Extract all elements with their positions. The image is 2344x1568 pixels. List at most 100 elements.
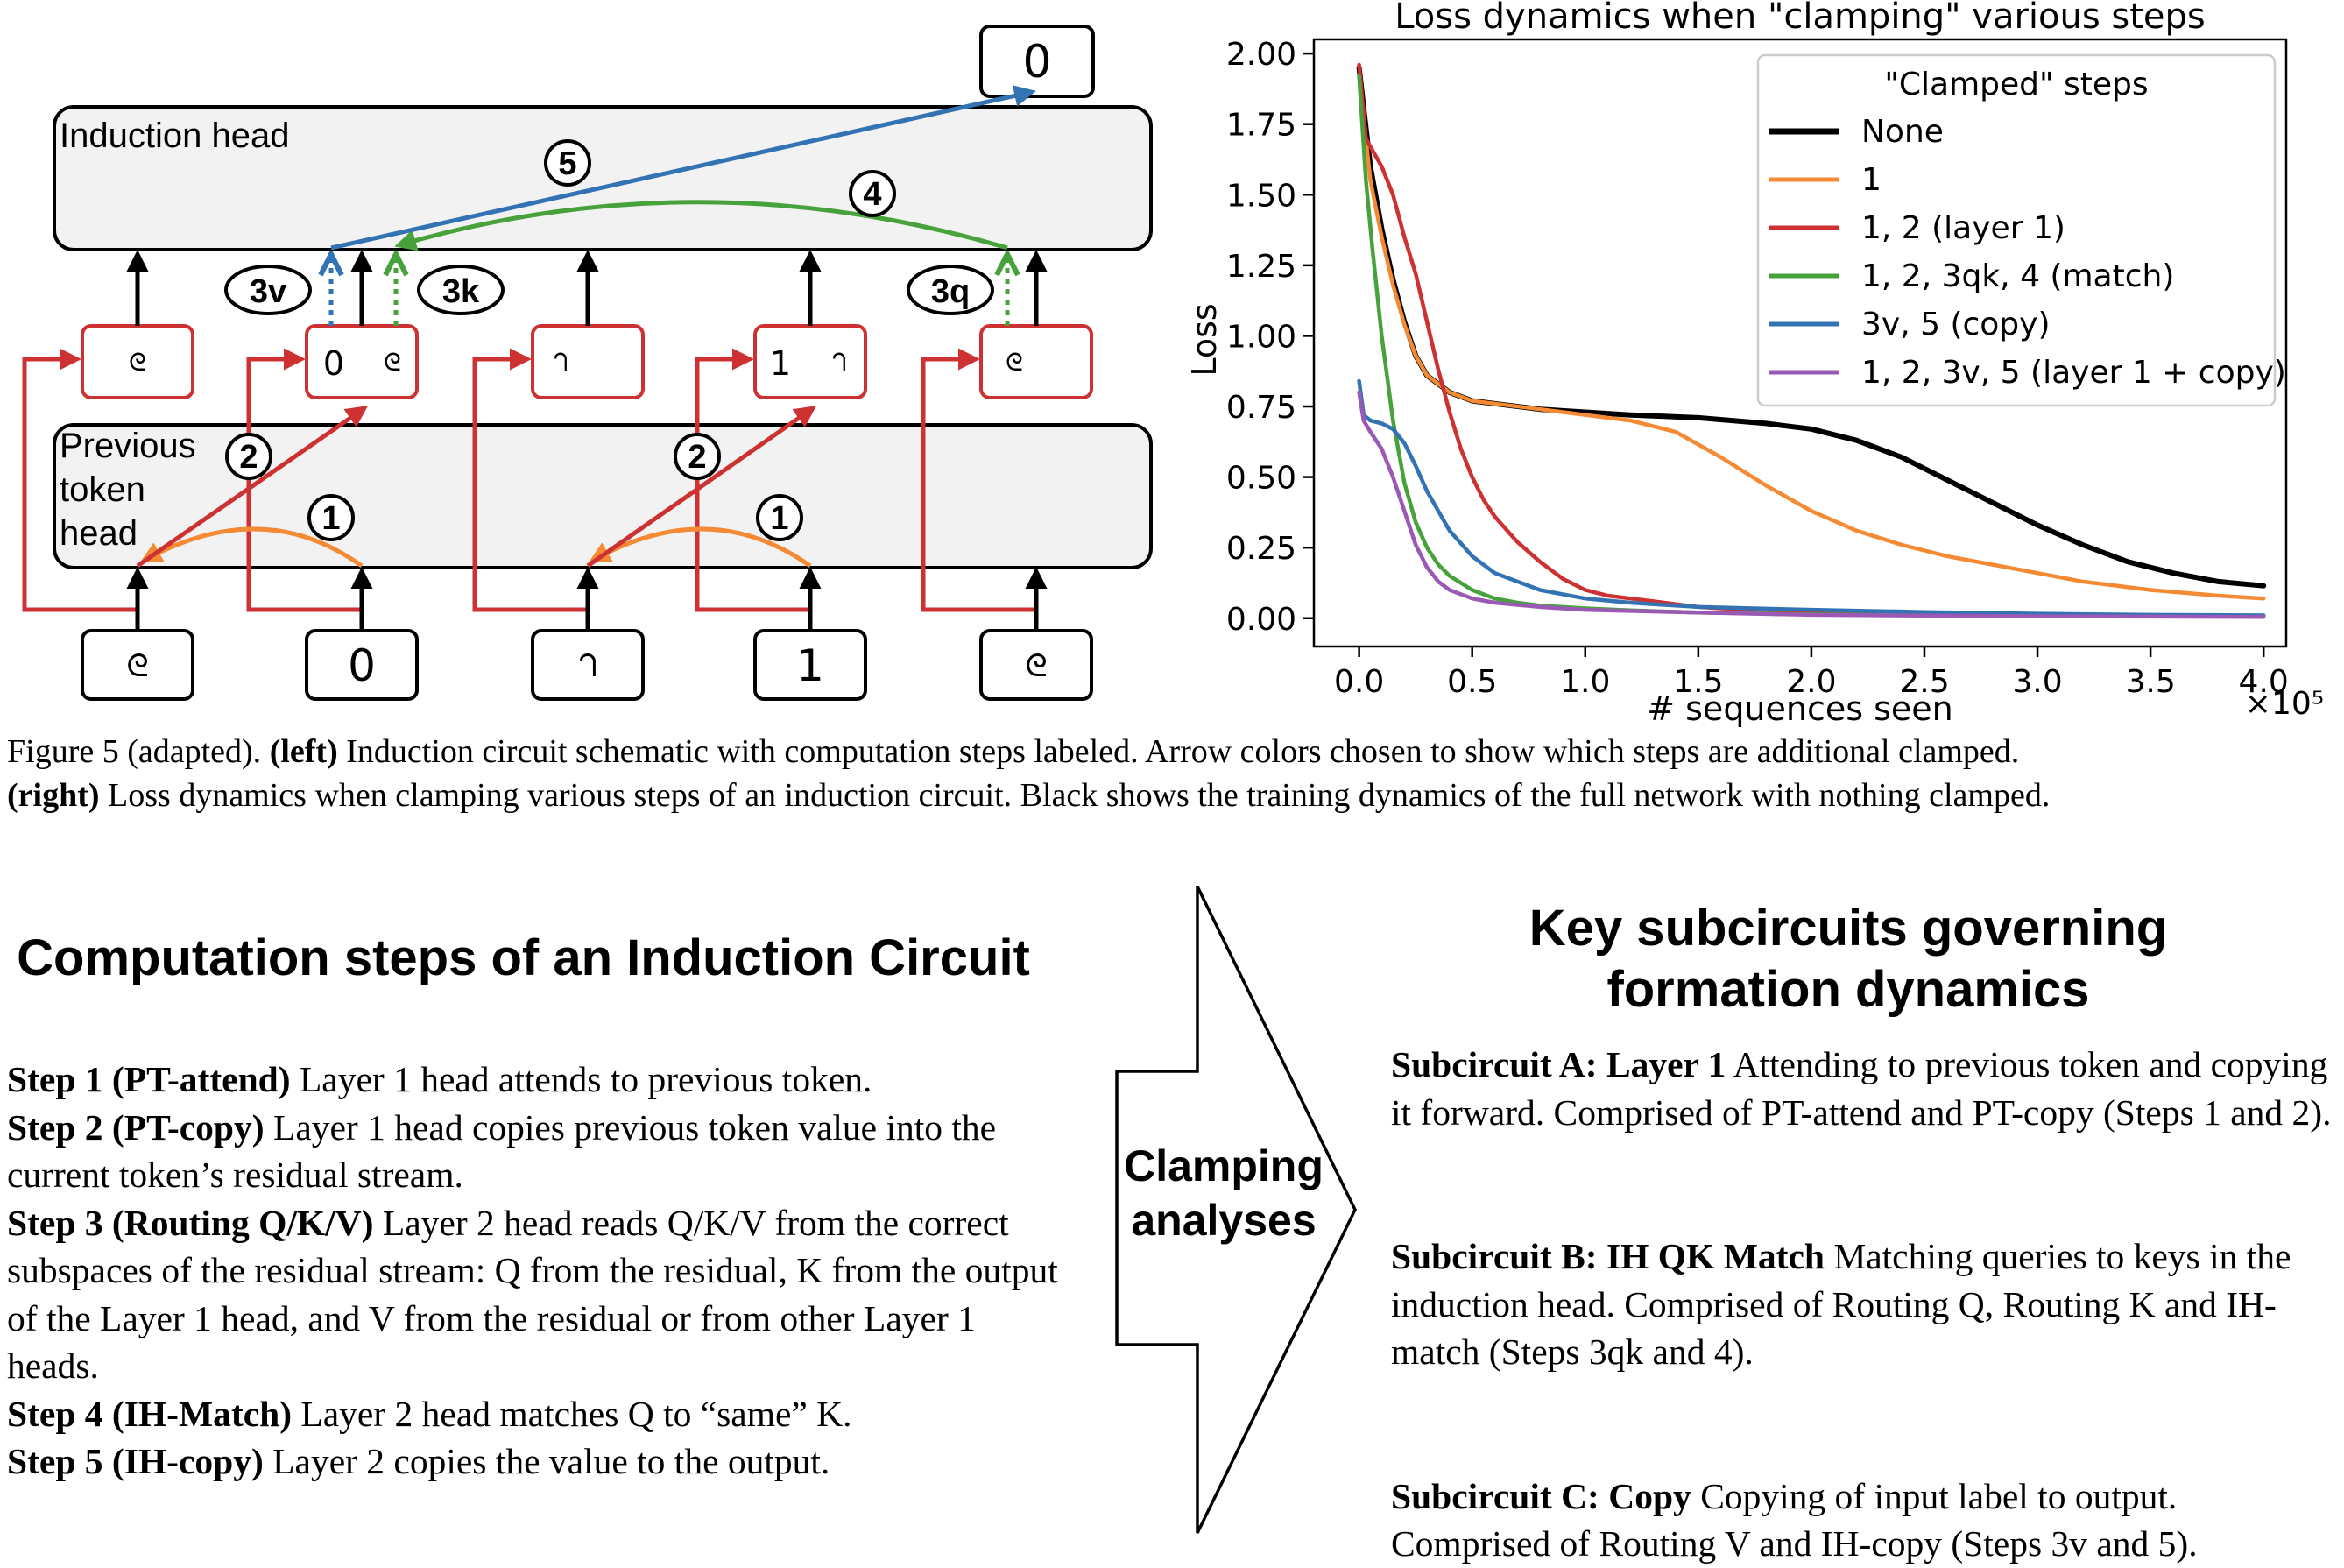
pt-attend-arrow (588, 526, 812, 569)
residual-box-token: ᘃ (554, 348, 568, 377)
previous-token-head-label-line-2: token (60, 470, 145, 509)
subcircuits-title-line-1: Key subcircuits governing (1529, 900, 2168, 957)
legend-entry: 1, 2 (layer 1) (1861, 210, 2065, 246)
legend: "Clamped" steps None 1 1, 2 (layer 1) 1, 2,… (1756, 53, 2286, 407)
legend-entry: None (1861, 114, 1944, 150)
y-tick-label: 0.75 (1226, 390, 1296, 426)
svg-text:1: 1 (321, 500, 340, 537)
step-label: Step 3 (Routing Q/K/V) (7, 1202, 374, 1243)
clamping-arrow-shape (1115, 886, 1357, 1534)
induction-circuit-schematic: Induction head Previous token head 0 ᘓ 0… (22, 25, 1153, 701)
legend-entry: 3v, 5 (copy) (1861, 307, 2051, 343)
ih-match-arrow (394, 200, 1008, 251)
residual-box-value: 1 (770, 344, 791, 383)
legend-entry: 1, 2, 3qk, 4 (match) (1861, 258, 2174, 294)
step-item: Step 3 (Routing Q/K/V) Layer 2 head read… (7, 1199, 1076, 1390)
input-up-arrows (126, 567, 1048, 631)
x-tick-label: 2.5 (1899, 664, 1949, 700)
y-tick-label: 1.75 (1226, 108, 1296, 144)
y-tick-label: 2.00 (1226, 37, 1296, 73)
svg-text:3q: 3q (931, 273, 970, 310)
step-marker: 1 (307, 494, 355, 541)
series-lines (1356, 62, 2267, 619)
input-token: ᘓ (1025, 648, 1047, 684)
y-tick-label: 1.25 (1226, 249, 1296, 285)
ih-copy-arrow (330, 85, 1036, 251)
output-token-box (979, 25, 1095, 98)
x-tick-label: 3.5 (2125, 664, 2175, 700)
svg-text:4: 4 (863, 176, 881, 213)
step-item: Step 1 (PT-attend) Layer 1 head attends … (7, 1056, 1076, 1104)
residual-up-arrows (126, 250, 1048, 326)
caption-right-text: Loss dynamics when clamping various step… (99, 777, 2051, 814)
clamping-label-line-2: analyses (1131, 1196, 1317, 1245)
caption-right-bold: (right) (7, 777, 100, 814)
input-token: ᘓ (126, 648, 148, 684)
legend-entry: 1 (1861, 162, 1882, 198)
computation-steps-list: Step 1 (PT-attend) Layer 1 head attends … (7, 1056, 1076, 1486)
y-tick-label: 0.25 (1226, 531, 1296, 567)
residual-box (979, 324, 1093, 399)
subcircuit-label: Subcircuit B: IH QK Match (1391, 1236, 1825, 1276)
caption-prefix: Figure 5 (adapted). (7, 733, 270, 770)
subcircuit-item: Subcircuit B: IH QK Match Matching queri… (1391, 1233, 2341, 1376)
x-tick-label: 1.0 (1560, 664, 1610, 700)
x-tick-label: 1.5 (1673, 664, 1723, 700)
routing-label: 3v (224, 265, 312, 315)
skip-arrow (921, 348, 1036, 612)
y-tick-label: 0.50 (1226, 461, 1296, 497)
x-axis-multiplier: ×10⁵ (2245, 686, 2324, 722)
x-tick-label: 2.0 (1786, 664, 1836, 700)
series-line (1357, 390, 2266, 619)
pt-copy-arrow (136, 406, 369, 569)
residual-box-value: 0 (323, 344, 344, 383)
plot-frame (1312, 38, 2288, 648)
loss-dynamics-chart: Loss dynamics when "clamping" various st… (1185, 0, 2324, 727)
output-token: 0 (1022, 36, 1051, 88)
step-text: Layer 1 head copies previous token value… (7, 1106, 997, 1196)
x-axis-label: # sequences seen (1647, 689, 1953, 727)
svg-text:5: 5 (558, 145, 576, 182)
skip-arrow (246, 348, 362, 612)
step-marker: 2 (225, 433, 272, 480)
series-line (1357, 74, 2266, 601)
svg-text:3v: 3v (250, 273, 286, 310)
svg-text:1: 1 (770, 500, 788, 537)
skip-arrow (22, 348, 138, 612)
clamping-analyses-label: Clamping analyses (1114, 1139, 1333, 1247)
x-tick-label: 3.0 (2012, 664, 2062, 700)
x-ticks: 0.0 0.5 1.0 1.5 2.0 2.5 3.0 3.5 4.0 (1334, 646, 2289, 700)
subcircuits-list: Subcircuit A: Layer 1 Attending to previ… (1391, 1041, 2341, 1568)
previous-token-head-label-line-1: Previous (60, 427, 196, 465)
step-text: Layer 2 head matches Q to “same” K. (292, 1393, 852, 1434)
steps-section-title: Computation steps of an Induction Circui… (17, 929, 1030, 986)
residual-box-token: ᘓ (1006, 348, 1023, 377)
induction-head-label: Induction head (60, 117, 289, 155)
subcircuit-text: Matching queries to keys in the inductio… (1391, 1236, 2291, 1372)
subcircuit-item: Subcircuit A: Layer 1 Attending to previ… (1391, 1041, 2341, 1136)
subcircuit-text: Attending to previous token and copying … (1391, 1044, 2332, 1133)
input-token: ᘃ (578, 648, 597, 684)
residual-box (531, 324, 645, 399)
previous-token-head-box (53, 423, 1153, 569)
svg-text:2: 2 (239, 439, 258, 476)
step-marker: 2 (674, 433, 721, 480)
skip-arrow (472, 348, 588, 612)
skip-arrow (695, 348, 810, 612)
caption-left-bold: (left) (269, 733, 338, 770)
routing-label: 3k (417, 265, 505, 315)
pt-copy-arrow (586, 406, 817, 569)
subcircuit-label: Subcircuit C: Copy (1391, 1475, 1691, 1516)
input-token: 0 (348, 640, 376, 691)
legend-entry: 1, 2, 3v, 5 (layer 1 + copy) (1861, 355, 2286, 391)
step-item: Step 2 (PT-copy) Layer 1 head copies pre… (7, 1104, 1076, 1199)
y-ticks: 0.00 0.25 0.50 0.75 1.00 1.25 1.50 1.75 2.00 (1226, 37, 1314, 638)
x-tick-label: 0.0 (1334, 664, 1384, 700)
residual-box-token: ᘃ (832, 348, 847, 377)
step-item: Step 4 (IH-Match) Layer 2 head matches Q… (7, 1390, 1076, 1438)
step-text: Layer 2 head reads Q/K/V from the correc… (7, 1202, 1058, 1387)
step-marker: 5 (544, 139, 591, 187)
subcircuit-label: Subcircuit A: Layer 1 (1391, 1044, 1726, 1084)
caption-left-text: Induction circuit schematic with computa… (337, 733, 2020, 770)
chart-title: Loss dynamics when "clamping" various st… (1394, 0, 2206, 37)
